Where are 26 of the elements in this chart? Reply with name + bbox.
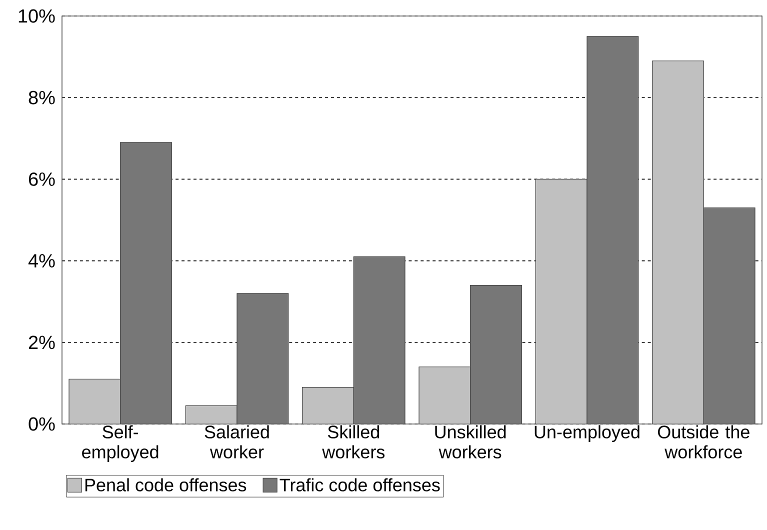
bar [302, 387, 354, 424]
bar [536, 179, 588, 424]
bar [652, 60, 704, 424]
y-tick-label: 2% [28, 336, 55, 350]
x-tick-label: Outside the workforce [658, 425, 750, 458]
y-tick-label: 4% [28, 254, 55, 268]
x-tick-label: Skilled workers [322, 425, 385, 458]
y-tick-label: 0% [28, 417, 55, 431]
x-tick-label: Unskilled workers [435, 425, 506, 458]
bar [237, 293, 288, 424]
x-tick-label: Un-employed [534, 425, 640, 442]
bar [587, 36, 638, 424]
y-tick-label: 6% [28, 172, 55, 186]
bar [120, 142, 172, 424]
x-tick-label: Self-employed [82, 425, 158, 462]
bar [419, 366, 470, 424]
bar [703, 207, 756, 424]
legend-label: Trafic code offenses [280, 478, 440, 492]
bar [470, 285, 522, 424]
bar [69, 379, 120, 424]
y-tick-label: 8% [28, 90, 55, 104]
x-tick-label: Salaried worker [204, 425, 269, 458]
bar [186, 406, 237, 424]
y-tick-label: 10% [18, 9, 55, 23]
legend-label: Penal code offenses [85, 478, 246, 492]
bar [354, 256, 406, 424]
